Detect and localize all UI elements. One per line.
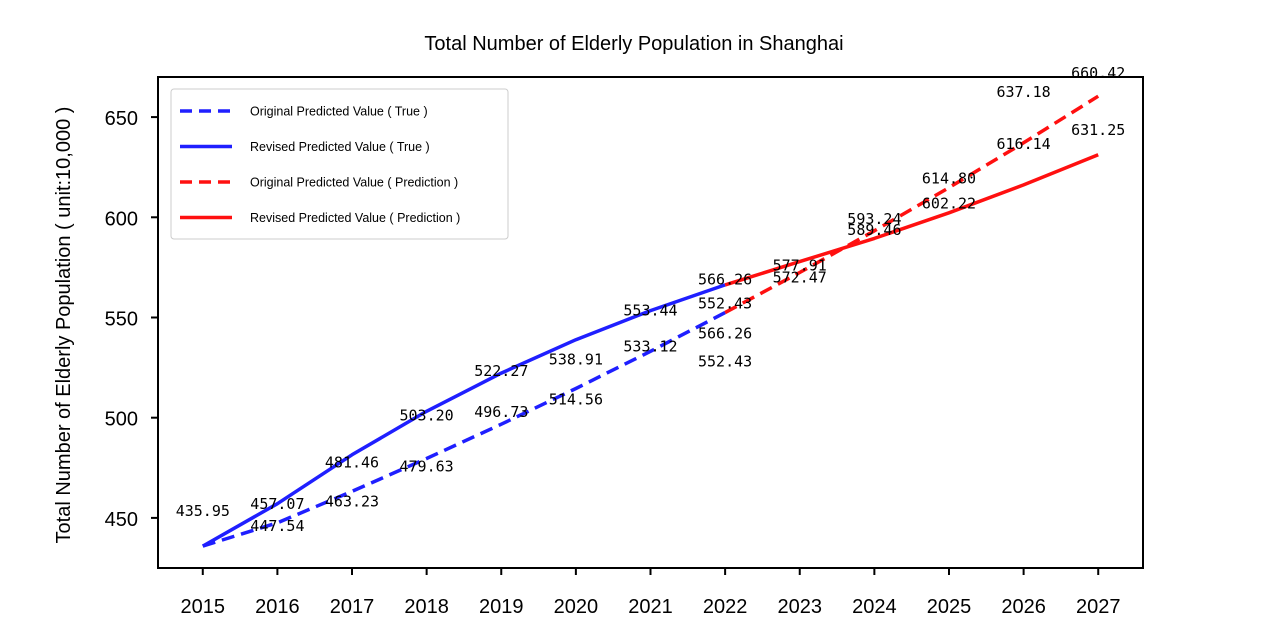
x-tick-label: 2022 xyxy=(703,596,748,618)
data-label: 552.43 xyxy=(698,353,752,371)
y-tick-label: 650 xyxy=(105,108,138,130)
y-tick-label: 500 xyxy=(105,409,138,431)
x-tick-label: 2017 xyxy=(330,596,375,618)
data-label: 593.24 xyxy=(847,210,901,228)
x-tick-label: 2015 xyxy=(181,596,226,618)
data-label: 637.18 xyxy=(997,83,1051,101)
x-tick-label: 2018 xyxy=(404,596,449,618)
data-label: 481.46 xyxy=(325,453,379,471)
x-tick-label: 2025 xyxy=(927,596,972,618)
data-label: 538.91 xyxy=(549,351,603,369)
data-label: 457.07 xyxy=(250,495,304,513)
chart-title: Total Number of Elderly Population in Sh… xyxy=(424,33,843,55)
data-label: 602.22 xyxy=(922,195,976,213)
data-label: 479.63 xyxy=(400,458,454,476)
legend-label-2: Revised Predicted Value ( True ) xyxy=(250,140,430,154)
legend: Original Predicted Value ( True ) Revised… xyxy=(170,88,509,240)
series-line-2 xyxy=(201,283,726,548)
x-tick-label: 2024 xyxy=(852,596,897,618)
y-axis-label: Total Number of Elderly Population ( uni… xyxy=(53,107,75,544)
data-label: 552.43 xyxy=(698,295,752,313)
data-label: 514.56 xyxy=(549,391,603,409)
series-line-3 xyxy=(724,94,1100,315)
x-tick-label: 2020 xyxy=(554,596,599,618)
data-label: 553.44 xyxy=(623,301,677,319)
x-tick-label: 2016 xyxy=(255,596,300,618)
y-tick-label: 550 xyxy=(105,308,138,330)
data-label: 614.80 xyxy=(922,170,976,188)
data-label: 566.26 xyxy=(698,271,752,289)
data-label: 447.54 xyxy=(250,517,304,535)
x-tick-label: 2019 xyxy=(479,596,524,618)
data-label: 660.42 xyxy=(1071,64,1125,82)
data-label: 577.91 xyxy=(773,257,827,275)
data-label: 463.23 xyxy=(325,492,379,510)
y-tick-label: 600 xyxy=(105,208,138,230)
x-tick-label: 2023 xyxy=(777,596,822,618)
data-label: 503.20 xyxy=(400,407,454,425)
x-tick-label: 2026 xyxy=(1001,596,1046,618)
data-label: 589.46 xyxy=(847,221,901,239)
data-label: 533.12 xyxy=(623,337,677,355)
data-label: 631.25 xyxy=(1071,121,1125,139)
y-tick-label: 450 xyxy=(105,509,138,531)
x-tick-label: 2027 xyxy=(1076,596,1121,618)
legend-label-1: Original Predicted Value ( True ) xyxy=(250,105,428,119)
data-label: 496.73 xyxy=(474,403,528,421)
data-label: 566.26 xyxy=(698,325,752,343)
legend-label-3: Original Predicted Value ( Prediction ) xyxy=(250,176,458,190)
legend-box xyxy=(170,88,509,240)
x-tick-label: 2021 xyxy=(628,596,673,618)
data-label: 616.14 xyxy=(997,135,1051,153)
legend-label-4: Revised Predicted Value ( Prediction ) xyxy=(250,211,460,225)
series-line-4 xyxy=(724,153,1099,287)
series-line-1 xyxy=(202,311,726,548)
data-label: 522.27 xyxy=(474,362,528,380)
data-label: 435.95 xyxy=(176,502,230,520)
data-label: 572.47 xyxy=(773,269,827,287)
